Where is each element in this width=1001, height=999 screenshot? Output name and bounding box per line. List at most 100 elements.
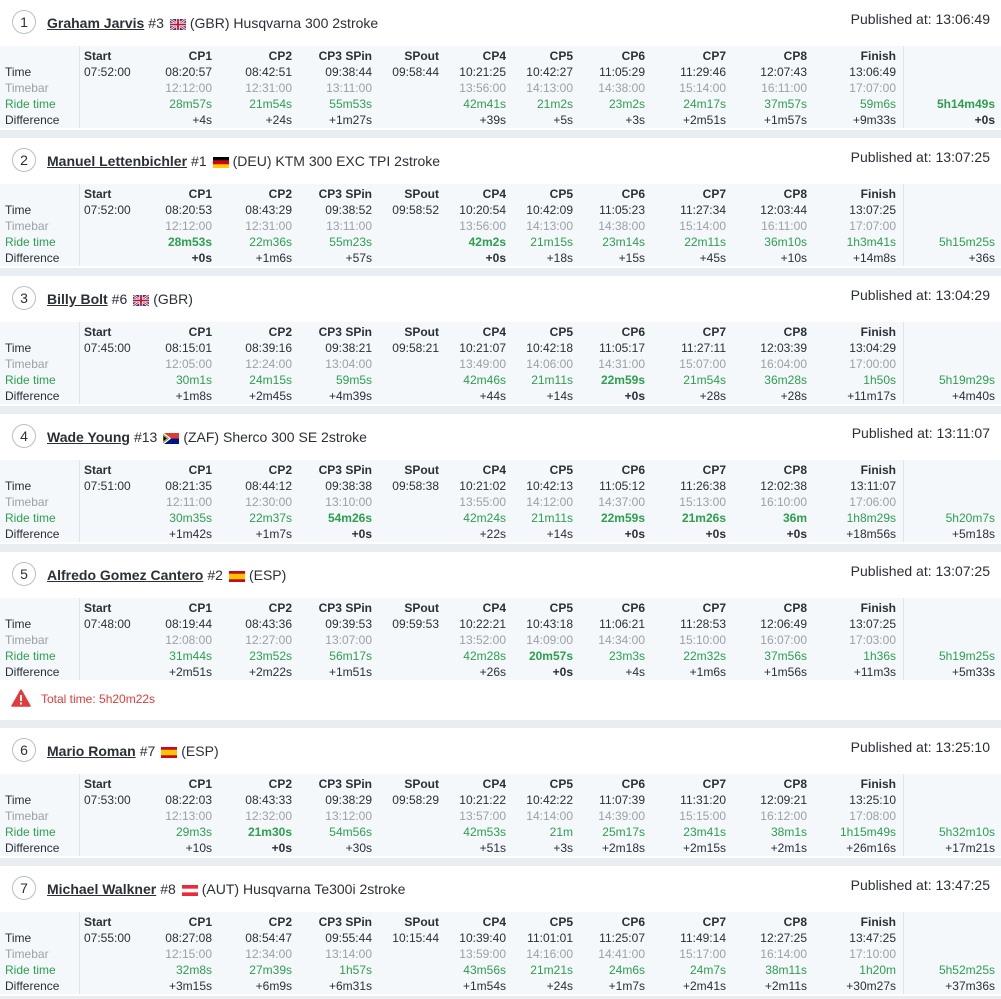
timebar-cell: 12:31:00	[245, 81, 292, 95]
rider-name[interactable]: Manuel Lettenbichler	[47, 153, 188, 169]
difference-cell: +22s	[479, 527, 506, 541]
timebar-cell: 12:05:00	[165, 357, 212, 371]
ride-time-cell: 22m37s	[249, 511, 292, 525]
timebar-cell: 14:31:00	[598, 357, 645, 371]
timebar-cell: 12:31:00	[245, 219, 292, 233]
ride-time-cell: 55m23s	[329, 235, 372, 249]
rider-name[interactable]: Mario Roman	[47, 743, 136, 759]
time-cell: 11:25:07	[599, 931, 645, 945]
difference-cell: +45s	[699, 251, 726, 265]
time-cell: 07:53:00	[84, 793, 131, 807]
ride-time-cell: 5h20m7s	[945, 511, 995, 525]
ride-time-cell: 5h19m25s	[938, 649, 995, 663]
column-header: Finish	[860, 777, 896, 791]
ride-time-cell: 21m2s	[536, 97, 573, 111]
ride-time-cell: 23m2s	[608, 97, 645, 111]
published: Published at: 13:47:25	[850, 877, 990, 893]
time-cell: 09:58:44	[392, 65, 439, 79]
team: (GBR) Husqvarna 300 2stroke	[189, 15, 379, 31]
time-cell: 08:15:01	[165, 341, 212, 355]
time-cell: 08:43:33	[245, 793, 292, 807]
ride-time-cell: 5h19m29s	[938, 373, 995, 387]
column-header: CP4	[482, 601, 506, 615]
difference-cell: +5s	[553, 113, 573, 127]
team: (GBR)	[153, 291, 193, 307]
position-badge: 4	[12, 424, 36, 448]
row-label: Ride time	[5, 511, 56, 525]
row-label: Timebar	[5, 947, 49, 961]
column-header: CP3 SPin	[318, 601, 372, 615]
column-header: CP8	[783, 187, 807, 201]
difference-cell: +3m15s	[168, 979, 212, 993]
rider-number: #13	[133, 429, 158, 445]
table-bg	[0, 774, 1001, 856]
ride-time-cell: 54m26s	[327, 511, 372, 525]
ride-time-cell: 21m54s	[249, 97, 292, 111]
time-cell: 12:03:39	[760, 341, 807, 355]
column-header: Start	[84, 915, 112, 929]
row-label: Time	[5, 931, 32, 945]
table-bg	[0, 598, 1001, 680]
time-cell: 08:21:35	[165, 479, 212, 493]
timebar-cell: 16:11:00	[761, 219, 807, 233]
time-cell: 13:06:49	[849, 65, 896, 79]
row-label: Difference	[5, 841, 60, 855]
time-cell: 12:09:21	[760, 793, 807, 807]
time-cell: 09:58:29	[392, 793, 439, 807]
column-header: CP7	[702, 915, 726, 929]
time-cell: 12:27:25	[760, 931, 807, 945]
column-header: Start	[84, 325, 112, 339]
rider-name[interactable]: Wade Young	[47, 429, 130, 445]
difference-cell: +2m51s	[168, 665, 212, 679]
time-cell: 10:21:25	[459, 65, 506, 79]
column-header: CP1	[188, 463, 212, 477]
time-cell: 13:11:07	[850, 479, 896, 493]
column-header: SPout	[404, 187, 439, 201]
column-header: CP2	[268, 601, 292, 615]
row-label: Difference	[5, 389, 60, 403]
position-badge: 7	[12, 876, 36, 900]
column-header: CP8	[783, 325, 807, 339]
column-header: Finish	[860, 463, 896, 477]
ride-time-cell: 22m36s	[249, 235, 292, 249]
ride-time-cell: 1h50s	[863, 373, 896, 387]
flag-icon	[161, 747, 178, 758]
timebar-cell: 13:04:00	[325, 357, 372, 371]
ride-time-cell: 21m11s	[531, 511, 573, 525]
ride-time-cell: 29m3s	[175, 825, 212, 839]
ride-time-cell: 27m39s	[249, 963, 292, 977]
ride-time-cell: 1h3m41s	[846, 235, 896, 249]
flag	[212, 155, 229, 168]
time-cell: 08:39:16	[245, 341, 292, 355]
time-cell: 09:58:21	[392, 341, 439, 355]
timebar-cell: 16:07:00	[760, 633, 807, 647]
difference-cell: +15s	[618, 251, 645, 265]
column-header: CP3 SPin	[318, 463, 372, 477]
rider-name[interactable]: Alfredo Gomez Cantero	[47, 567, 204, 583]
difference-cell: +3s	[625, 113, 645, 127]
divider	[903, 774, 904, 856]
difference-cell: +0s	[351, 527, 372, 541]
position-badge: 5	[12, 562, 36, 586]
flag-icon	[181, 885, 198, 896]
ride-time-cell: 31m44s	[169, 649, 212, 663]
rider-name[interactable]: Graham Jarvis	[47, 15, 145, 31]
rider-name[interactable]: Michael Walkner	[47, 881, 157, 897]
column-header: CP4	[482, 49, 506, 63]
column-header: CP1	[188, 601, 212, 615]
timebar-cell: 13:10:00	[325, 495, 372, 509]
ride-time-cell: 59m5s	[335, 373, 372, 387]
timebar-cell: 13:57:00	[459, 809, 506, 823]
column-header: CP5	[549, 325, 573, 339]
time-cell: 13:25:10	[849, 793, 896, 807]
time-cell: 09:38:38	[325, 479, 372, 493]
row-label: Time	[5, 341, 32, 355]
time-cell: 11:05:12	[599, 479, 645, 493]
time-cell: 08:20:57	[165, 65, 212, 79]
rider-name[interactable]: Billy Bolt	[47, 291, 108, 307]
time-cell: 08:22:03	[165, 793, 212, 807]
column-header: CP1	[188, 777, 212, 791]
column-header: CP6	[621, 777, 645, 791]
ride-time-cell: 1h20m	[859, 963, 896, 977]
time-cell: 10:39:40	[459, 931, 506, 945]
